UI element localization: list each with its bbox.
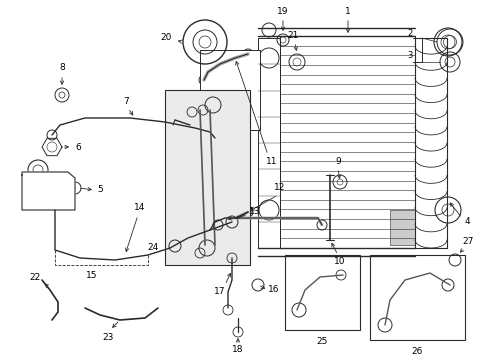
Text: 22: 22 [29, 274, 41, 283]
Text: 11: 11 [265, 158, 277, 166]
Text: 1: 1 [345, 8, 350, 17]
Text: 4: 4 [463, 217, 469, 226]
Text: 21: 21 [287, 31, 298, 40]
Text: 12: 12 [274, 184, 285, 193]
Text: 17: 17 [214, 287, 225, 296]
Text: 16: 16 [268, 285, 279, 294]
Text: 14: 14 [134, 203, 145, 212]
Text: 23: 23 [102, 333, 113, 342]
Bar [369, 255, 464, 340]
Text: 5: 5 [97, 185, 102, 194]
Text: 10: 10 [334, 257, 345, 266]
Bar [285, 255, 359, 330]
Text: 19: 19 [277, 8, 288, 17]
Bar [389, 210, 414, 245]
Text: 8: 8 [59, 63, 65, 72]
Text: 27: 27 [461, 238, 473, 247]
Text: 15: 15 [86, 270, 98, 279]
Bar [200, 50, 260, 130]
Text: 9: 9 [334, 158, 340, 166]
Text: 25: 25 [316, 338, 327, 346]
Text: 3: 3 [407, 50, 412, 59]
Text: 6: 6 [75, 143, 81, 152]
Text: 18: 18 [232, 346, 243, 355]
Text: 26: 26 [410, 347, 422, 356]
Text: 2: 2 [407, 28, 412, 37]
Text: 20: 20 [160, 33, 171, 42]
Text: 13: 13 [249, 207, 260, 216]
Polygon shape [22, 172, 75, 210]
Text: 7: 7 [123, 98, 129, 107]
Text: 24: 24 [147, 243, 158, 252]
Bar [258, 38, 280, 248]
Bar [164, 90, 249, 265]
